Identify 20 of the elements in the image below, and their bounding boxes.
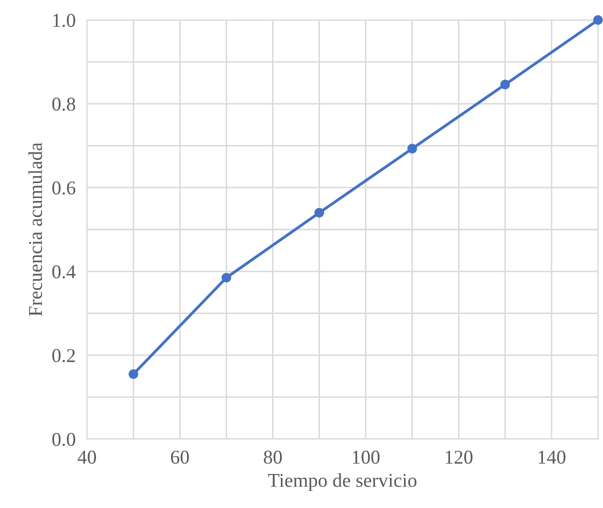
point <box>128 369 138 379</box>
x-axis-title: Tiempo de servicio <box>268 473 416 491</box>
point <box>314 208 324 218</box>
x-tick-label: 120 <box>446 450 472 464</box>
y-tick-label: 0.6 <box>52 181 76 195</box>
y-tick-label: 1.0 <box>53 14 76 28</box>
y-axis-title: Frecuencia acumulada <box>28 142 42 316</box>
x-tick-label: 40 <box>78 450 96 464</box>
point <box>593 15 603 25</box>
y-tick-label: 0.8 <box>52 98 76 111</box>
x-tick-label: 80 <box>264 450 282 464</box>
point <box>500 80 510 90</box>
x-tick-label: 140 <box>538 450 566 464</box>
text: 0.0 <box>52 432 76 446</box>
y-tick-label: 0.4 <box>52 265 76 278</box>
point <box>407 144 418 154</box>
y-tick-label: 0.2 <box>52 349 75 362</box>
point <box>222 272 232 283</box>
x-tick-label: 100 <box>352 450 380 464</box>
x-tick-label: 60 <box>171 450 189 464</box>
